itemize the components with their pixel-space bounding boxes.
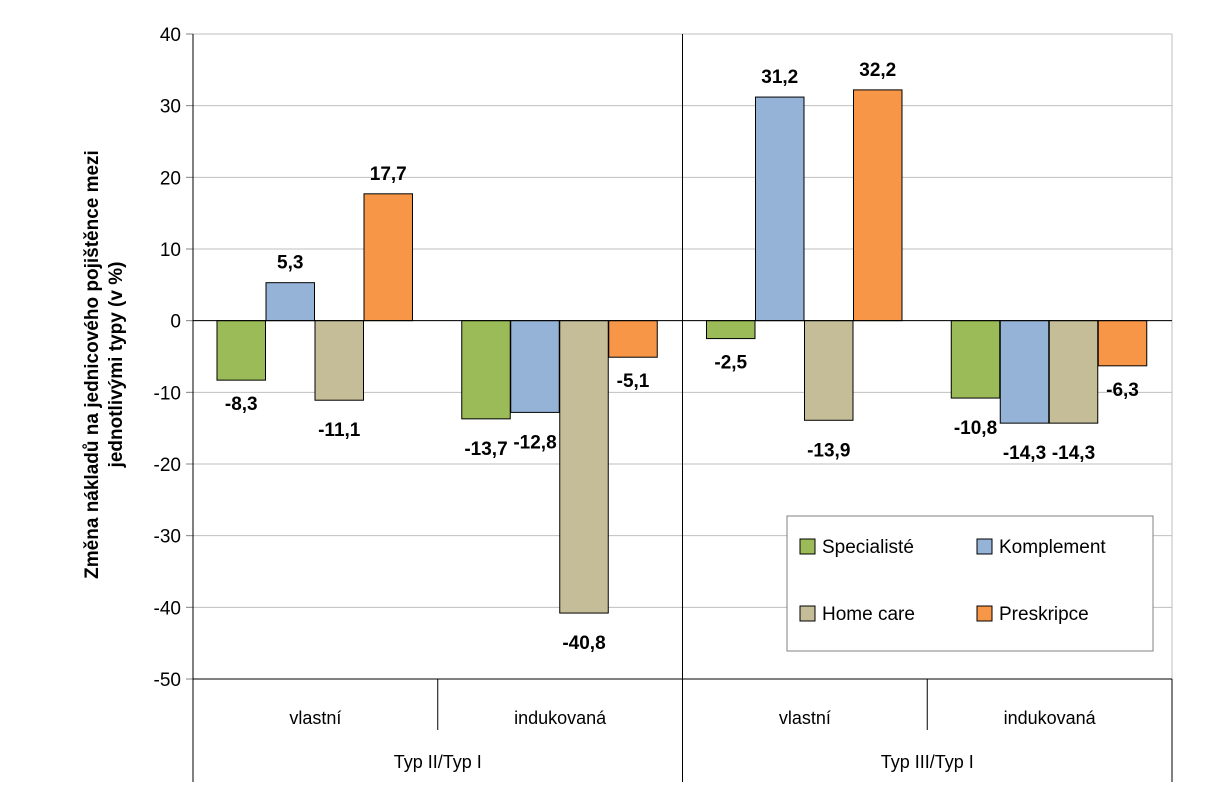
category-label: indukovaná [1004,708,1097,728]
legend-label: Komplement [999,537,1106,558]
bar [216,320,266,381]
legend-swatch [799,538,816,555]
bar [608,320,658,358]
group-label: Typ II/Typ I [394,752,482,772]
bar [804,320,854,421]
y-tick-label: -40 [154,598,181,619]
data-label: -13,7 [464,439,507,460]
bar [265,282,315,322]
data-label: -14,3 [1052,443,1095,464]
y-tick-label: -10 [154,383,181,404]
bar [363,193,413,322]
data-label: -6,3 [1106,380,1139,401]
bar [999,320,1050,424]
data-label: -11,1 [318,420,361,441]
data-label: 5,3 [277,253,303,274]
data-label: -14,3 [1003,443,1046,464]
legend-box [786,515,1154,652]
bar [950,320,1001,399]
legend-label: Preskripce [999,604,1089,625]
data-label: -2,5 [714,353,747,374]
data-label: 31,2 [761,67,798,88]
bar [510,320,560,413]
y-tick-label: -50 [154,670,181,691]
legend-label: Home care [822,604,915,625]
data-label: -5,1 [617,371,650,392]
category-label: vlastní [779,708,831,728]
y-tick-label: 40 [160,25,181,46]
y-tick-label: 30 [160,97,181,118]
y-axis-title-line: Změna nákladů na jednicového pojištěnce … [82,150,103,579]
group-label: Typ III/Typ I [881,752,974,772]
bar [755,96,805,322]
bar [314,320,364,401]
data-label: -13,9 [807,440,850,461]
data-label: -40,8 [562,633,605,654]
y-tick-label: 10 [160,240,181,261]
bar [1097,320,1148,367]
y-axis-title-line: jednotlivými typy (v %) [106,262,127,469]
data-label: -8,3 [225,394,258,415]
legend-label: Specialisté [822,537,914,558]
bar [1048,320,1099,424]
bar [853,89,903,322]
y-tick-label: -30 [154,527,181,548]
legend-swatch [799,605,816,622]
y-tick-label: 0 [170,312,181,333]
legend-swatch [976,605,993,622]
data-label: -10,8 [954,418,997,439]
y-axis-title: Změna nákladů na jednicového pojištěnce … [82,150,127,579]
category-label: vlastní [289,708,341,728]
category-label: indukovaná [514,708,607,728]
y-tick-label: -20 [154,455,181,476]
bar [559,320,609,614]
data-label: 17,7 [370,164,407,185]
legend-swatch [976,538,993,555]
y-tick-label: 20 [160,168,181,189]
bar [706,320,756,340]
bar [461,320,511,420]
data-label: 32,2 [859,60,896,81]
data-label: -12,8 [513,432,556,453]
